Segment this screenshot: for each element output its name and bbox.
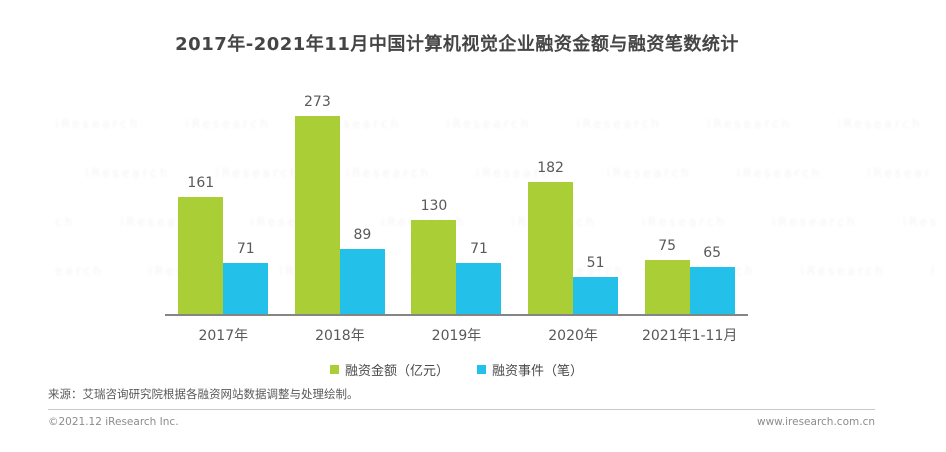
funding-amount-bar	[178, 197, 224, 314]
bar-chart: 161 71 273 89 130 71 182 51 75 65 2017年 2018年 2019年…	[165, 94, 748, 379]
bar-value-label: 89	[353, 227, 372, 243]
amount-swatch-icon	[329, 365, 339, 374]
bar-value-label: 273	[304, 94, 331, 110]
x-axis-labels: 2017年 2018年 2019年 2020年 2021年1-11月	[165, 325, 748, 345]
x-axis-label: 2018年	[315, 328, 365, 344]
funding-events-bar	[223, 263, 269, 314]
bar-value-label: 71	[236, 241, 255, 257]
funding-amount-bar	[528, 182, 574, 314]
bar-column: 65	[689, 245, 735, 314]
bar-column: 71	[456, 241, 502, 314]
bar-value-label: 161	[187, 175, 215, 191]
funding-amount-bar	[411, 220, 457, 314]
bar-value-label: 130	[420, 198, 448, 214]
funding-amount-bar	[644, 260, 690, 314]
website-text: www.iresearch.com.cn	[756, 416, 875, 428]
x-axis-label: 2020年	[548, 328, 598, 344]
source-note: 来源：艾瑞咨询研究院根据各融资网站数据调整与处理绘制。	[48, 387, 359, 401]
bar-column: 130	[411, 198, 457, 314]
chart-title: 2017年-2021年11月中国计算机视觉企业融资金额与融资笔数统计	[175, 34, 739, 55]
bar-column: 182	[528, 160, 574, 314]
bar-group: 273 89	[282, 94, 399, 314]
x-axis-line	[165, 314, 748, 316]
legend-item-events: 融资事件（笔）	[477, 360, 583, 379]
bar-column: 71	[223, 241, 269, 314]
funding-events-bar	[339, 249, 385, 314]
legend-label-events: 融资事件（笔）	[492, 364, 584, 379]
legend-label-amount: 融资金额（亿元）	[344, 364, 449, 379]
bar-group: 75 65	[631, 238, 748, 314]
bar-value-label: 182	[537, 160, 564, 176]
funding-amount-bar	[294, 116, 340, 314]
x-axis-label: 2017年	[198, 328, 249, 344]
bar-group: 182 51	[515, 160, 632, 314]
bar-value-label: 51	[586, 255, 605, 271]
copyright-text: ©2021.12 iResearch Inc.	[48, 416, 179, 428]
bar-column: 273	[294, 94, 340, 314]
bar-group: 161 71	[165, 175, 282, 314]
legend: 融资金额（亿元） 融资事件（笔）	[165, 360, 748, 379]
x-axis-label: 2019年	[431, 328, 482, 344]
bar-value-label: 75	[658, 238, 677, 254]
bar-value-label: 65	[703, 245, 722, 261]
funding-events-bar	[456, 263, 502, 314]
events-swatch-icon	[477, 365, 486, 374]
bar-column: 75	[644, 238, 690, 314]
bar-groups: 161 71 273 89 130 71 182 51 75 65	[165, 94, 748, 314]
funding-events-bar	[573, 277, 619, 314]
x-axis-label: 2021年1-11月	[641, 328, 738, 344]
bar-column: 89	[339, 227, 385, 314]
footer-divider	[48, 409, 875, 410]
legend-item-amount: 融资金额（亿元）	[329, 360, 449, 379]
bar-group: 130 71	[398, 198, 515, 314]
plot-area: 161 71 273 89 130 71 182 51 75 65	[165, 94, 748, 314]
bar-column: 51	[573, 255, 619, 314]
bar-column: 161	[178, 175, 224, 314]
funding-events-bar	[689, 267, 735, 314]
bar-value-label: 71	[470, 241, 488, 257]
